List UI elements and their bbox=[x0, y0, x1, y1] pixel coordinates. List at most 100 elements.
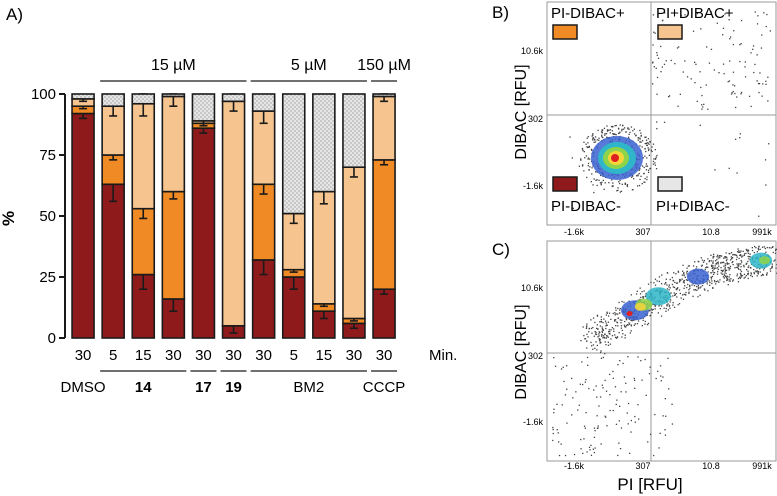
event-dot bbox=[712, 260, 714, 262]
event-dot bbox=[652, 83, 654, 85]
event-dot bbox=[707, 271, 709, 273]
event-dot bbox=[611, 179, 613, 181]
event-dot bbox=[635, 175, 638, 177]
event-dot bbox=[604, 133, 606, 135]
event-dot bbox=[606, 136, 608, 138]
event-dot bbox=[598, 338, 600, 340]
compound-label: 19 bbox=[225, 379, 242, 396]
event-dot bbox=[656, 280, 658, 282]
event-dot bbox=[604, 415, 606, 417]
event-dot bbox=[700, 265, 703, 267]
event-dot bbox=[592, 326, 594, 329]
event-dot bbox=[700, 86, 702, 89]
event-dot bbox=[601, 330, 603, 332]
event-dot bbox=[683, 274, 685, 277]
event-dot bbox=[652, 61, 654, 63]
legend-swatch-pi-plus-dibac-minus bbox=[657, 176, 683, 192]
event-dot bbox=[621, 300, 623, 303]
event-dot bbox=[553, 408, 555, 410]
event-dot bbox=[713, 268, 715, 270]
event-dot bbox=[597, 427, 599, 429]
event-dot bbox=[586, 333, 588, 335]
event-dot bbox=[665, 278, 667, 280]
event-dot bbox=[616, 336, 619, 338]
event-dot bbox=[682, 281, 685, 283]
event-dot bbox=[740, 266, 742, 268]
event-dot bbox=[703, 103, 705, 105]
event-dot bbox=[740, 270, 743, 273]
event-dot bbox=[598, 139, 600, 141]
bar-segment bbox=[372, 288, 396, 339]
event-dot bbox=[769, 268, 771, 270]
event-dot bbox=[640, 132, 642, 134]
event-dot bbox=[609, 333, 611, 335]
event-dot bbox=[552, 426, 554, 429]
event-dot bbox=[665, 415, 667, 417]
event-dot bbox=[596, 179, 598, 181]
event-dot bbox=[586, 347, 588, 349]
event-dot bbox=[725, 269, 728, 271]
event-dot bbox=[625, 131, 627, 133]
event-dot bbox=[764, 159, 767, 161]
event-dot bbox=[681, 274, 683, 276]
time-labels: 30 5 15 30 30 30 30 5 15 30 30 bbox=[75, 347, 393, 364]
time-unit-label: Min. bbox=[429, 347, 457, 364]
event-dot bbox=[745, 263, 747, 265]
event-dot bbox=[598, 331, 600, 333]
event-dot bbox=[680, 297, 682, 299]
event-dot bbox=[606, 312, 608, 314]
event-dot bbox=[704, 268, 706, 271]
event-dot bbox=[599, 338, 601, 340]
event-dot bbox=[590, 148, 593, 151]
event-dot bbox=[655, 168, 658, 170]
event-dot bbox=[694, 82, 696, 84]
event-dot bbox=[612, 409, 614, 412]
event-dot bbox=[594, 139, 596, 141]
event-dot bbox=[578, 404, 580, 406]
event-dot bbox=[645, 394, 647, 396]
event-dot bbox=[729, 38, 731, 40]
event-dot bbox=[552, 432, 554, 435]
concentration-label: 5 µM bbox=[291, 57, 327, 74]
event-dot bbox=[738, 268, 740, 270]
event-dot bbox=[766, 13, 768, 16]
event-dot bbox=[645, 150, 647, 153]
event-dot bbox=[725, 276, 728, 279]
event-dot bbox=[611, 185, 613, 187]
event-dot bbox=[587, 157, 590, 159]
event-dot bbox=[600, 174, 602, 177]
event-dot bbox=[639, 178, 641, 181]
panel-c-label: C) bbox=[492, 240, 510, 259]
event-dot bbox=[648, 171, 650, 173]
event-dot bbox=[745, 248, 747, 251]
event-dot bbox=[586, 137, 588, 139]
event-dot bbox=[636, 290, 638, 292]
event-dot bbox=[610, 318, 612, 320]
event-dot bbox=[756, 23, 759, 25]
event-dot bbox=[717, 271, 719, 273]
event-dot bbox=[739, 60, 741, 63]
event-dot bbox=[720, 255, 723, 257]
event-dot bbox=[715, 263, 717, 265]
event-dot bbox=[711, 265, 713, 267]
event-dot bbox=[595, 333, 598, 336]
time-label: 15 bbox=[316, 347, 333, 364]
panel-b-label: B) bbox=[492, 3, 509, 22]
event-dot bbox=[656, 76, 659, 79]
event-dot bbox=[566, 388, 568, 390]
event-dot bbox=[719, 255, 722, 257]
event-dot bbox=[677, 270, 679, 272]
scatter-c-ytick-gate: 302 bbox=[528, 351, 543, 361]
event-dot bbox=[723, 73, 725, 75]
event-dot bbox=[580, 340, 582, 342]
event-dot bbox=[583, 425, 586, 427]
event-dot bbox=[738, 264, 740, 266]
event-dot bbox=[724, 257, 726, 259]
event-dot bbox=[686, 76, 689, 78]
event-dot bbox=[756, 54, 758, 56]
event-dot bbox=[627, 136, 630, 138]
event-dot bbox=[738, 263, 740, 265]
event-dot bbox=[705, 267, 707, 269]
event-dot bbox=[628, 128, 630, 130]
event-dot bbox=[608, 333, 610, 335]
